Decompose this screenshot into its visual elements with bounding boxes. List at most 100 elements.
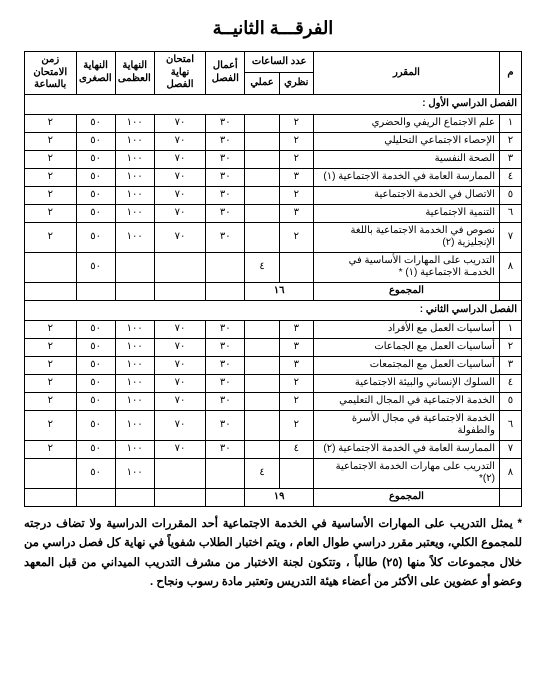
classwork: ٣٠ [206,320,245,338]
duration: ٢ [25,114,77,132]
table-row: ١أساسيات العمل مع الأفراد٣٣٠٧٠١٠٠٥٠٢ [25,320,522,338]
practical-hours [245,132,279,150]
blank [25,488,77,506]
max-score: ١٠٠ [115,410,154,440]
max-score: ١٠٠ [115,320,154,338]
row-num: ٧ [499,222,521,252]
final-exam: ٧٠ [154,356,205,374]
practical-hours [245,356,279,374]
blank [25,282,77,300]
row-num: ٦ [499,204,521,222]
practical-hours [245,186,279,204]
theory-hours: ٢ [279,392,313,410]
row-num: ١ [499,320,521,338]
theory-hours [279,458,313,488]
min-score: ٥٠ [76,132,115,150]
practical-hours [245,222,279,252]
theory-hours: ٢ [279,222,313,252]
theory-hours: ٢ [279,186,313,204]
classwork: ٣٠ [206,374,245,392]
max-score: ١٠٠ [115,150,154,168]
max-score: ١٠٠ [115,356,154,374]
header-duration: زمن الامتحان بالساعة [25,52,77,95]
final-exam: ٧٠ [154,150,205,168]
section-header: الفصل الدراسي الثاني : [25,300,522,320]
min-score: ٥٠ [76,410,115,440]
row-num [499,488,521,506]
min-score: ٥٠ [76,168,115,186]
classwork: ٣٠ [206,168,245,186]
final-exam: ٧٠ [154,222,205,252]
classwork: ٣٠ [206,150,245,168]
max-score: ١٠٠ [115,222,154,252]
max-score: ١٠٠ [115,186,154,204]
practical-hours [245,114,279,132]
row-num: ٦ [499,410,521,440]
classwork: ٣٠ [206,338,245,356]
final-exam [154,252,205,282]
theory-hours: ٢ [279,114,313,132]
blank [115,282,154,300]
final-exam [154,458,205,488]
practical-hours [245,410,279,440]
course-name-cell: الممارسة العامة في الخدمة الاجتماعية (٢) [313,440,499,458]
header-final-exam: امتحان نهاية الفصل [154,52,205,95]
max-score: ١٠٠ [115,114,154,132]
max-score: ١٠٠ [115,132,154,150]
row-num: ٨ [499,252,521,282]
row-num: ٣ [499,356,521,374]
classwork: ٣٠ [206,204,245,222]
training-row: ٨التدريب على مهارات الخدمة الاجتماعية (٢… [25,458,522,488]
min-score: ٥٠ [76,252,115,282]
classwork [206,458,245,488]
section-header: الفصل الدراسي الأول : [25,94,522,114]
max-score: ١٠٠ [115,392,154,410]
header-min: النهاية الصغرى [76,52,115,95]
blank [154,488,205,506]
duration: ٢ [25,356,77,374]
blank [206,488,245,506]
duration: ٢ [25,222,77,252]
theory-hours: ٣ [279,338,313,356]
course-name-cell: أساسيات العمل مع المجتمعات [313,356,499,374]
curriculum-table: م المقرر عدد الساعات أعمال الفصل امتحان … [24,51,522,507]
duration: ٢ [25,338,77,356]
max-score: ١٠٠ [115,440,154,458]
practical-hours: ٤ [245,252,279,282]
course-name-cell: الاتصال في الخدمة الاجتماعية [313,186,499,204]
table-row: ٤الممارسة العامة في الخدمة الاجتماعية (١… [25,168,522,186]
classwork: ٣٠ [206,392,245,410]
duration: ٢ [25,392,77,410]
header-num: م [499,52,521,95]
classwork: ٣٠ [206,186,245,204]
page-title: الفرقـــة الثانيــة [24,18,522,39]
table-row: ٦التنمية الاجتماعية٣٣٠٧٠١٠٠٥٠٢ [25,204,522,222]
min-score: ٥٠ [76,320,115,338]
blank [76,282,115,300]
min-score: ٥٠ [76,204,115,222]
final-exam: ٧٠ [154,392,205,410]
final-exam: ٧٠ [154,320,205,338]
total-row: المجموع١٦ [25,282,522,300]
table-row: ٣الصحة النفسية٢٣٠٧٠١٠٠٥٠٢ [25,150,522,168]
total-value: ١٩ [245,488,314,506]
practical-hours [245,168,279,186]
theory-hours [279,252,313,282]
total-label: المجموع [313,488,499,506]
theory-hours: ٢ [279,132,313,150]
theory-hours: ٢ [279,410,313,440]
practical-hours: ٤ [245,458,279,488]
classwork: ٣٠ [206,410,245,440]
theory-hours: ٣ [279,204,313,222]
blank [154,282,205,300]
final-exam: ٧٠ [154,168,205,186]
row-num: ٨ [499,458,521,488]
max-score: ١٠٠ [115,204,154,222]
header-hours: عدد الساعات [245,52,314,73]
course-name-cell: التدريب على مهارات الخدمة الاجتماعية (٢)… [313,458,499,488]
classwork: ٣٠ [206,132,245,150]
final-exam: ٧٠ [154,338,205,356]
total-row: المجموع١٩ [25,488,522,506]
theory-hours: ٣ [279,320,313,338]
theory-hours: ٢ [279,374,313,392]
